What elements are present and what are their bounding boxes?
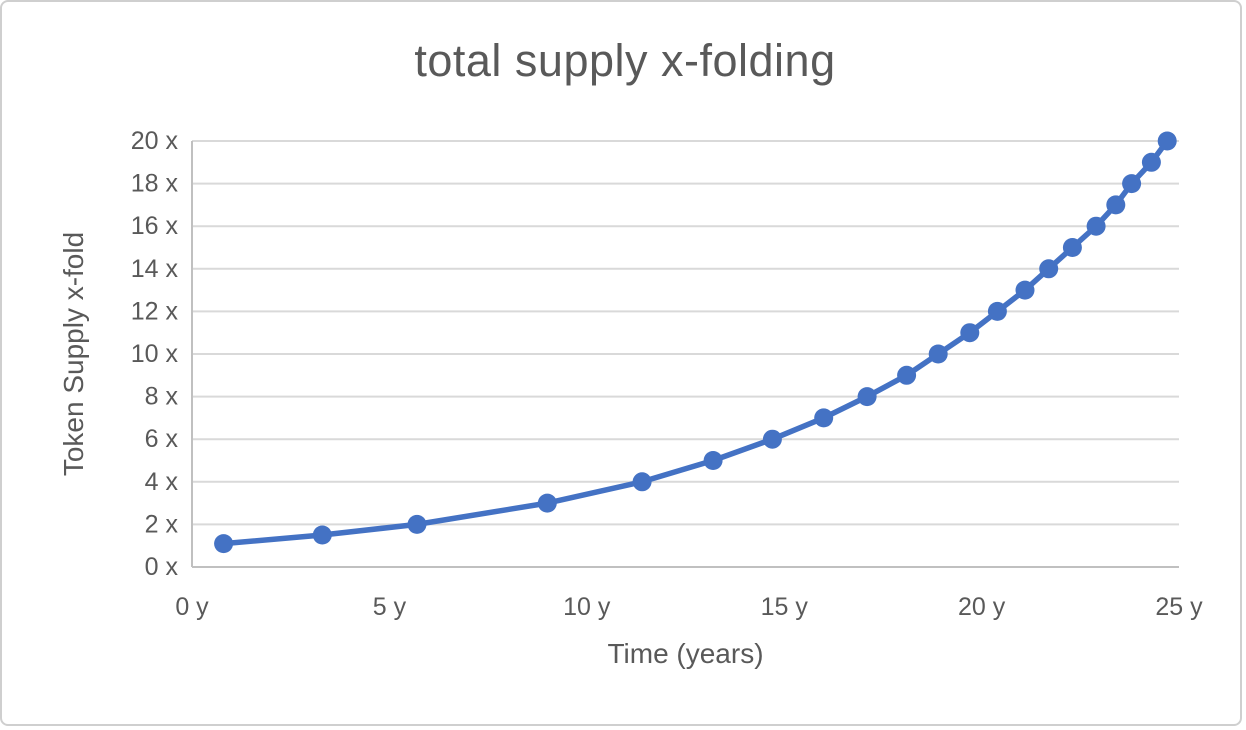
y-tick-label: 8 x [145,383,179,411]
y-tick-label: 18 x [131,170,179,198]
data-point-marker [632,472,652,492]
data-point-marker [1106,195,1126,215]
y-tick-label: 6 x [145,425,179,453]
data-point-marker [928,344,948,364]
data-point-marker [703,451,723,470]
data-point-marker [1015,280,1035,300]
data-point-marker [1086,216,1106,236]
data-point-marker [762,429,782,449]
series-line [220,138,1170,547]
data-point-marker [960,323,980,343]
data-point-marker [1039,259,1059,279]
data-point-marker [1122,174,1142,194]
data-point-marker [814,408,834,428]
y-tick-label: 20 x [131,127,179,155]
x-tick-label: 5 y [373,593,407,621]
y-tick-label: 12 x [131,297,179,325]
data-point-marker [214,534,234,554]
y-tick-label: 10 x [131,340,179,368]
x-tick-label: 0 y [175,593,209,621]
chart-title: total supply x-folding [414,35,836,86]
y-tick-label: 16 x [131,212,179,240]
x-axis-title: Time (years) [607,638,764,669]
data-point-marker [1062,238,1082,257]
x-tick-label: 25 y [1155,593,1203,621]
data-point-marker [537,493,557,513]
y-tick-label: 4 x [145,468,179,496]
y-tick-label: 0 x [145,553,179,581]
data-point-marker [1157,131,1177,151]
data-point-marker [857,387,877,407]
data-point-marker [897,365,917,385]
data-point-marker [1141,152,1161,172]
x-tick-label: 15 y [761,593,809,621]
y-tick-label: 2 x [145,510,179,538]
x-tick-label: 10 y [563,593,611,621]
x-tick-label: 20 y [958,593,1006,621]
data-point-marker [312,525,332,545]
y-axis-title: Token Supply x-fold [58,231,89,477]
y-tick-label: 14 x [131,255,179,283]
data-point-marker [407,514,427,534]
data-point-marker [987,301,1007,321]
